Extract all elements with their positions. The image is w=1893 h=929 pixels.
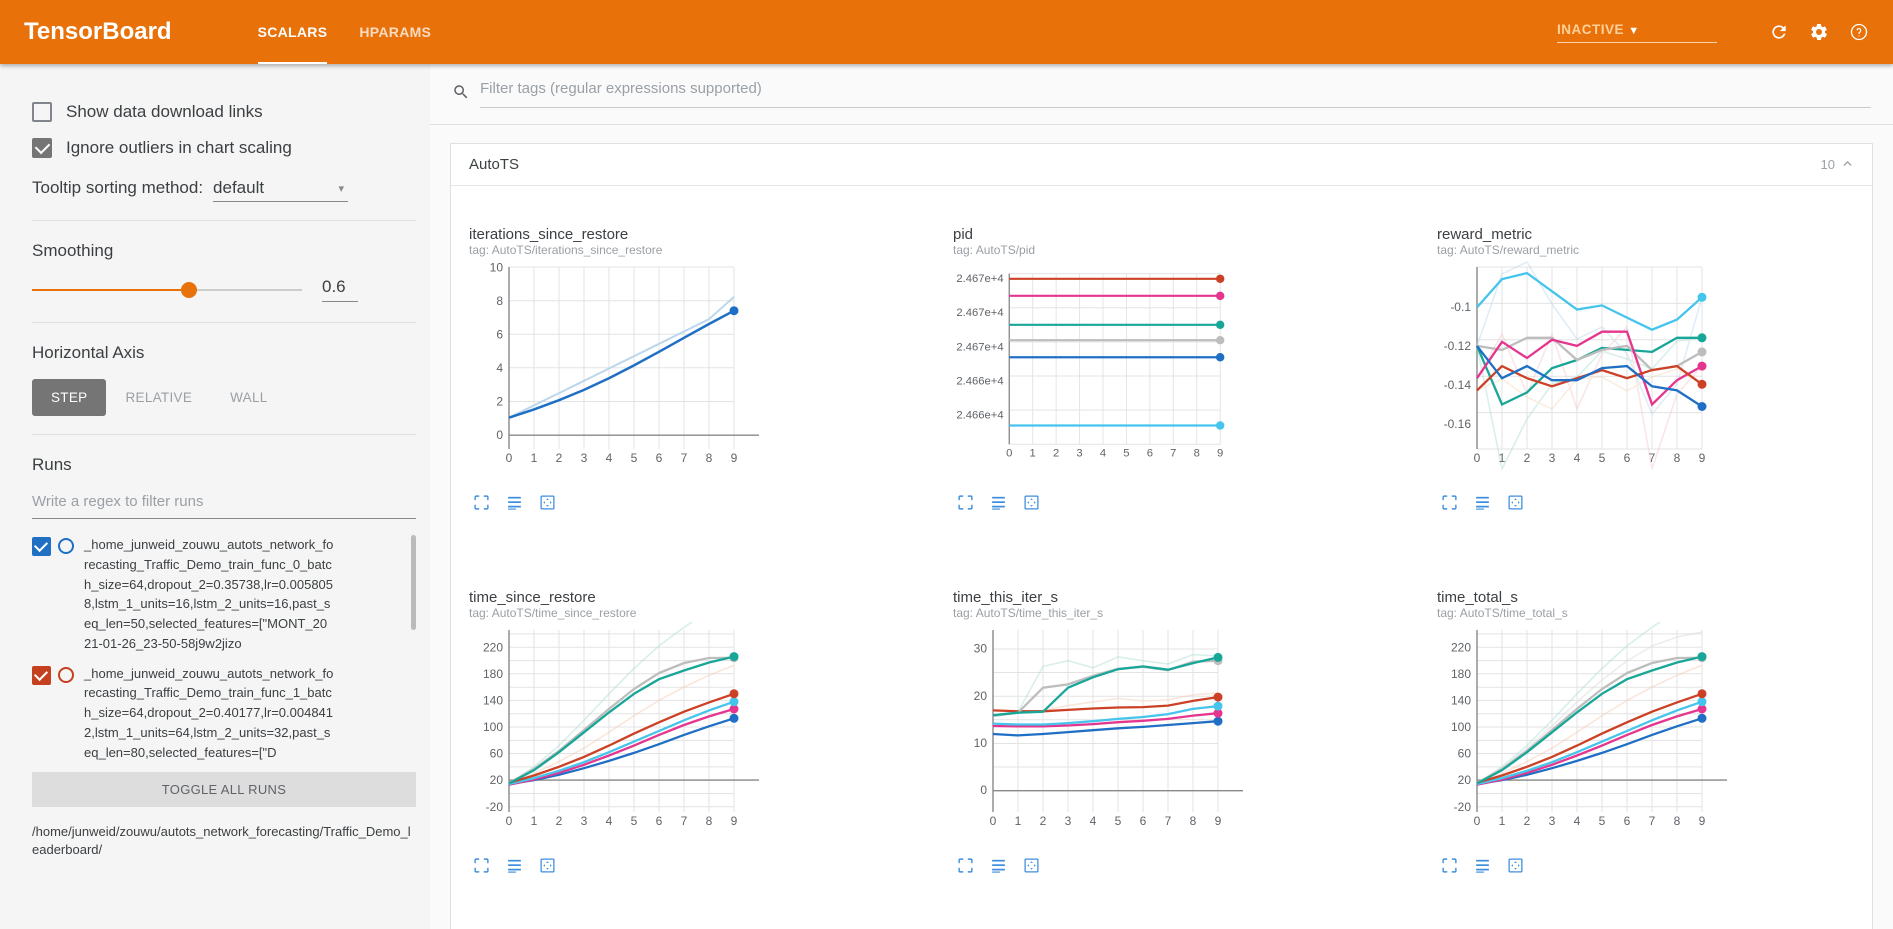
svg-text:7: 7 [1170,447,1176,459]
svg-text:5: 5 [1599,451,1606,465]
svg-text:8: 8 [706,814,713,828]
svg-text:9: 9 [1217,447,1223,459]
svg-text:180: 180 [1451,667,1471,681]
svg-text:140: 140 [1451,693,1471,707]
svg-text:0: 0 [496,428,503,442]
svg-text:1: 1 [1499,814,1506,828]
svg-text:180: 180 [483,667,503,681]
svg-text:1: 1 [1015,814,1022,828]
svg-text:7: 7 [681,814,688,828]
svg-text:8: 8 [496,294,503,308]
svg-text:0: 0 [1474,451,1481,465]
svg-text:2.467e+4: 2.467e+4 [956,341,1003,353]
svg-text:30: 30 [974,642,988,656]
svg-text:7: 7 [1649,814,1656,828]
svg-text:3: 3 [581,451,588,465]
svg-text:7: 7 [1165,814,1172,828]
svg-text:9: 9 [1215,814,1222,828]
svg-text:-20: -20 [1454,800,1472,814]
svg-text:-20: -20 [486,800,504,814]
svg-text:100: 100 [1451,720,1471,734]
svg-text:20: 20 [974,689,988,703]
svg-text:0: 0 [506,451,513,465]
svg-text:2: 2 [1040,814,1047,828]
svg-text:0: 0 [980,783,987,797]
svg-text:4: 4 [606,814,613,828]
svg-text:-0.1: -0.1 [1450,300,1471,314]
svg-text:220: 220 [483,640,503,654]
svg-text:8: 8 [706,451,713,465]
svg-text:6: 6 [656,814,663,828]
svg-text:4: 4 [1100,447,1106,459]
svg-text:10: 10 [490,261,504,275]
svg-text:7: 7 [681,451,688,465]
svg-text:9: 9 [1699,814,1706,828]
svg-text:8: 8 [1674,451,1681,465]
svg-text:8: 8 [1190,814,1197,828]
svg-text:1: 1 [1030,447,1036,459]
svg-text:20: 20 [490,773,504,787]
svg-text:9: 9 [731,814,738,828]
svg-text:220: 220 [1451,640,1471,654]
svg-text:4: 4 [496,361,503,375]
svg-text:2.466e+4: 2.466e+4 [956,410,1003,422]
svg-text:5: 5 [1599,814,1606,828]
svg-text:1: 1 [531,814,538,828]
svg-text:4: 4 [1574,814,1581,828]
svg-text:6: 6 [656,451,663,465]
svg-text:6: 6 [496,328,503,342]
svg-text:0: 0 [1006,447,1012,459]
svg-text:8: 8 [1674,814,1681,828]
svg-text:6: 6 [1147,447,1153,459]
svg-text:9: 9 [731,451,738,465]
svg-text:2.467e+4: 2.467e+4 [956,273,1003,285]
svg-text:-0.12: -0.12 [1444,339,1472,353]
svg-text:140: 140 [483,693,503,707]
svg-text:6: 6 [1624,451,1631,465]
svg-text:20: 20 [1458,773,1472,787]
svg-text:-0.16: -0.16 [1444,417,1472,431]
svg-text:6: 6 [1140,814,1147,828]
svg-text:1: 1 [531,451,538,465]
svg-text:5: 5 [631,451,638,465]
svg-text:9: 9 [1699,451,1706,465]
svg-text:5: 5 [1115,814,1122,828]
svg-text:2: 2 [556,814,563,828]
svg-text:0: 0 [506,814,513,828]
svg-text:60: 60 [490,747,504,761]
svg-text:0: 0 [1474,814,1481,828]
svg-text:2: 2 [1524,451,1531,465]
svg-text:6: 6 [1624,814,1631,828]
svg-text:2: 2 [496,395,503,409]
svg-text:2.466e+4: 2.466e+4 [956,375,1003,387]
svg-text:100: 100 [483,720,503,734]
svg-text:5: 5 [1123,447,1129,459]
svg-text:2: 2 [1524,814,1531,828]
svg-text:2: 2 [556,451,563,465]
svg-text:3: 3 [1549,814,1556,828]
svg-text:3: 3 [1065,814,1072,828]
svg-text:4: 4 [1090,814,1097,828]
svg-text:2: 2 [1053,447,1059,459]
svg-text:8: 8 [1194,447,1200,459]
svg-text:5: 5 [631,814,638,828]
svg-text:-0.14: -0.14 [1444,378,1472,392]
svg-text:4: 4 [606,451,613,465]
svg-text:4: 4 [1574,451,1581,465]
svg-text:2.467e+4: 2.467e+4 [956,307,1003,319]
svg-text:1: 1 [1499,451,1506,465]
svg-text:60: 60 [1458,747,1472,761]
svg-text:10: 10 [974,736,988,750]
svg-text:7: 7 [1649,451,1656,465]
svg-text:3: 3 [1549,451,1556,465]
svg-text:3: 3 [1076,447,1082,459]
svg-text:3: 3 [581,814,588,828]
svg-text:0: 0 [990,814,997,828]
